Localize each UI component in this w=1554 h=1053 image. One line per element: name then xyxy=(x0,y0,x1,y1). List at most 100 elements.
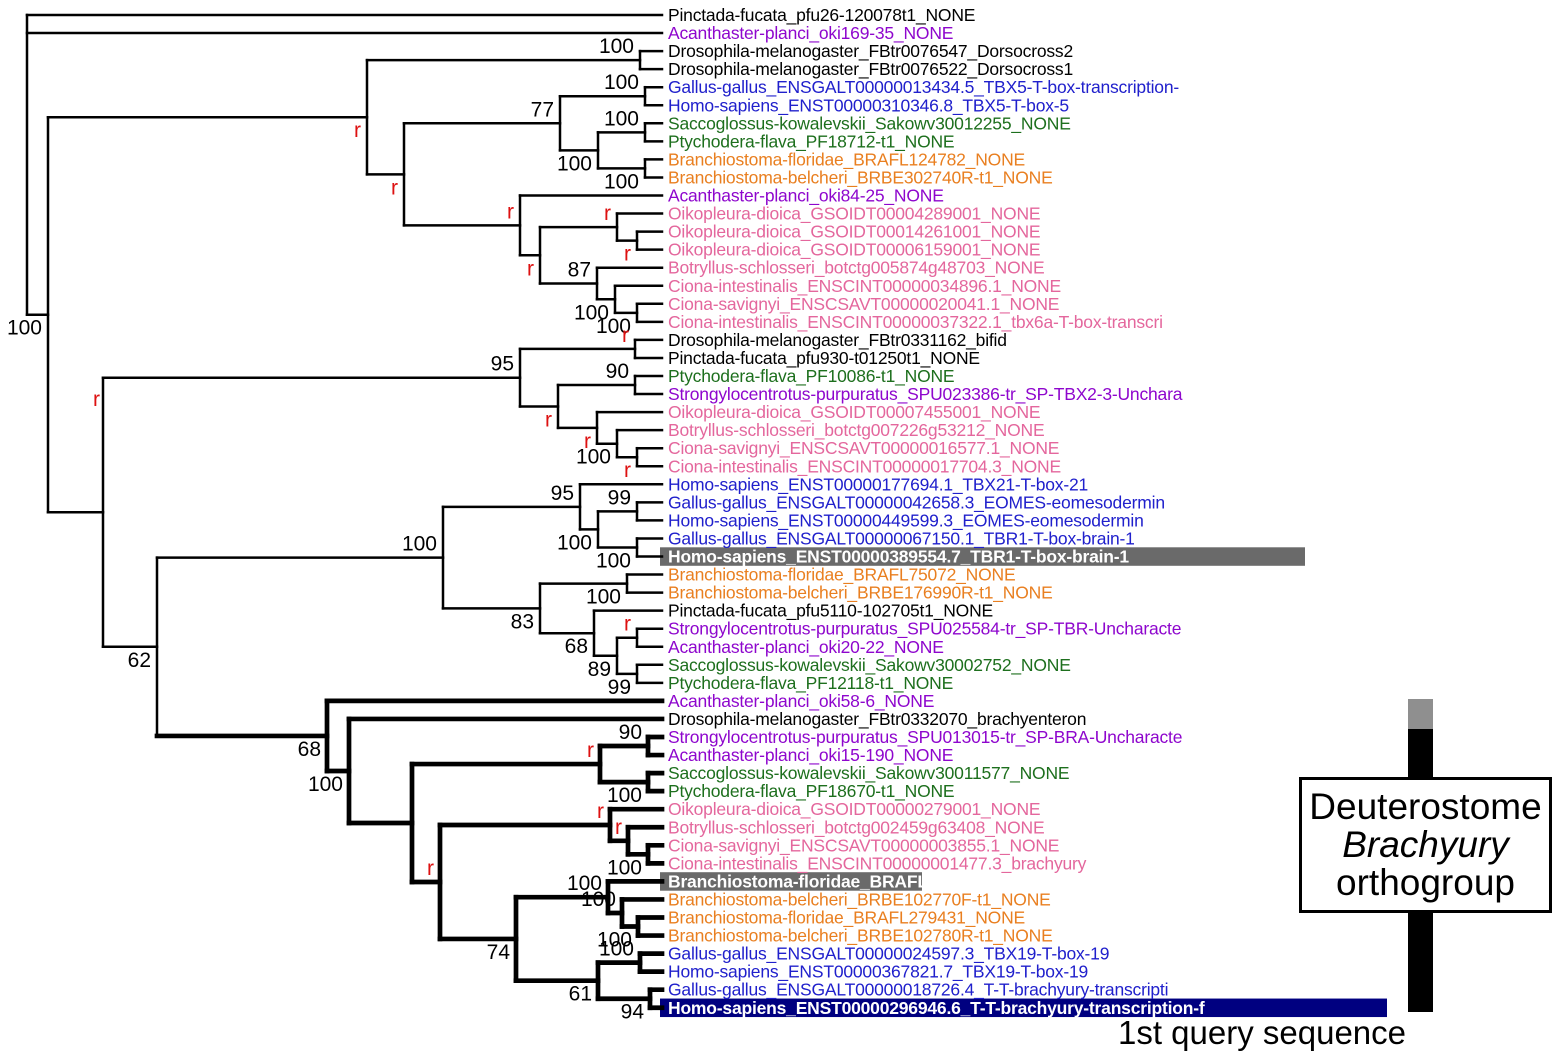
tip-label: Botryllus-schlosseri_botctg007226g53212_… xyxy=(668,420,1044,441)
orthogroup-bar-gray-segment xyxy=(1408,699,1433,729)
tip-label: Ciona-intestinalis_ENSCINT00000037322.1_… xyxy=(668,312,1163,333)
tip-label: Homo-sapiens_ENST00000389554.7_TBR1-T-bo… xyxy=(668,547,1129,567)
unresolved-support-mark: r xyxy=(604,202,611,225)
bootstrap-support-label: 100 xyxy=(607,856,642,879)
tip-label: Ciona-savignyi_ENSCSAVT00000020041.1_NON… xyxy=(668,294,1059,315)
tip-label: Ptychodera-flava_PF12118-t1_NONE xyxy=(668,673,953,694)
tip-label: Pinctada-fucata_pfu26-120078t1_NONE xyxy=(668,5,975,26)
unresolved-support-mark: r xyxy=(354,119,361,142)
tip-label: Acanthaster-planci_oki15-190_NONE xyxy=(668,745,953,766)
tip-label: Gallus-gallus_ENSGALT00000042658.3_EOMES… xyxy=(668,492,1165,513)
tip-label: Branchiostoma-belcheri_BRBE302740R-t1_NO… xyxy=(668,167,1053,188)
tip-label: Ptychodera-flava_PF18670-t1_NONE xyxy=(668,781,954,802)
bootstrap-support-label: 100 xyxy=(402,533,437,556)
bootstrap-support-label: 100 xyxy=(604,71,639,94)
bootstrap-support-label: 100 xyxy=(607,784,642,807)
tip-label: Botryllus-schlosseri_botctg002459g63408_… xyxy=(668,817,1044,838)
unresolved-support-mark: r xyxy=(93,388,100,411)
bootstrap-support-label: 100 xyxy=(586,586,621,609)
tip-label: Gallus-gallus_ENSGALT00000018726.4_T-T-b… xyxy=(668,980,1168,1001)
bootstrap-support-label: 100 xyxy=(576,446,611,469)
tip-label: Homo-sapiens_ENST00000177694.1_TBX21-T-b… xyxy=(668,474,1088,495)
bootstrap-support-label: 95 xyxy=(551,482,574,505)
tip-label: Ptychodera-flava_PF18712-t1_NONE xyxy=(668,131,954,152)
tip-label: Ciona-savignyi_ENSCSAVT00000003855.1_NON… xyxy=(668,835,1059,856)
tip-highlight xyxy=(660,547,1305,566)
unresolved-support-mark: r xyxy=(624,459,631,482)
tip-label: Oikopleura-dioica_GSOIDT00004289001_NONE xyxy=(668,204,1040,225)
unresolved-support-mark: r xyxy=(527,257,534,280)
tip-label: Gallus-gallus_ENSGALT00000013434.5_TBX5-… xyxy=(668,77,1179,98)
bootstrap-support-label: 99 xyxy=(608,486,631,509)
tip-label: Gallus-gallus_ENSGALT00000024597.3_TBX19… xyxy=(668,944,1109,965)
orthogroup-box-line2: Brachyury xyxy=(1342,824,1509,866)
unresolved-support-mark: r xyxy=(391,176,398,199)
tip-label: Strongylocentrotus-purpuratus_SPU023386-… xyxy=(668,384,1183,405)
tip-label: Drosophila-melanogaster_FBtr0332070_brac… xyxy=(668,709,1086,730)
tip-label: Acanthaster-planci_oki84-25_NONE xyxy=(668,186,944,207)
orthogroup-box-line3: orthogroup xyxy=(1336,861,1515,903)
tip-label: Saccoglossus-kowalevskii_Sakowv30011577_… xyxy=(668,763,1069,784)
bootstrap-support-label: 99 xyxy=(608,676,631,699)
tip-label: Acanthaster-planci_oki58-6_NONE xyxy=(668,691,934,712)
orthogroup-annotation-box: Deuterostome Brachyury orthogroup xyxy=(1299,777,1552,913)
bootstrap-support-label: 100 xyxy=(596,315,631,338)
bootstrap-support-label: 100 xyxy=(308,773,343,796)
bootstrap-support-label: 90 xyxy=(606,360,629,383)
tip-label: Pinctada-fucata_pfu930-t01250t1_NONE xyxy=(668,348,980,369)
bootstrap-support-label: 100 xyxy=(557,152,592,175)
tip-label: Ciona-intestinalis_ENSCINT00000001477.3_… xyxy=(668,853,1087,874)
tip-highlight xyxy=(660,998,1387,1018)
unresolved-support-mark: r xyxy=(624,243,631,266)
bootstrap-support-label: 100 xyxy=(574,301,609,324)
tip-label: Pinctada-fucata_pfu5110-102705t1_NONE xyxy=(668,601,993,622)
query-sequence-label: 1st query sequence xyxy=(1117,1014,1407,1051)
tip-label: Drosophila-melanogaster_FBtr0076547_Dors… xyxy=(668,41,1073,62)
bootstrap-support-label: 61 xyxy=(569,983,592,1006)
bootstrap-support-label: 100 xyxy=(599,35,634,58)
tip-label: Branchiostoma-floridae_BRAFL121413_NONE xyxy=(668,871,1044,891)
bootstrap-support-label: 74 xyxy=(487,941,511,964)
branches xyxy=(25,13,665,1011)
bootstrap-support-label: 68 xyxy=(565,635,588,658)
orthogroup-box-line1: Deuterostome xyxy=(1309,786,1542,828)
tip-label: Acanthaster-planci_oki20-22_NONE xyxy=(668,637,944,658)
tip-label: Ciona-savignyi_ENSCSAVT00000016577.1_NON… xyxy=(668,438,1059,459)
tip-label: Oikopleura-dioica_GSOIDT00014261001_NONE xyxy=(668,222,1040,243)
tip-label: Homo-sapiens_ENST00000449599.3_EOMES-eom… xyxy=(668,510,1144,531)
bootstrap-support-label: 100 xyxy=(596,549,631,572)
tip-label: Strongylocentrotus-purpuratus_SPU013015-… xyxy=(668,727,1182,748)
bootstrap-support-label: 90 xyxy=(619,721,642,744)
unresolved-support-mark: r xyxy=(427,857,434,880)
bootstrap-support-label: 95 xyxy=(491,353,514,376)
unresolved-support-mark: r xyxy=(615,816,622,839)
bootstrap-support-label: 100 xyxy=(604,107,639,130)
unresolved-support-mark: r xyxy=(622,324,629,347)
tip-label: Strongylocentrotus-purpuratus_SPU025584-… xyxy=(668,619,1181,640)
unresolved-support-mark: r xyxy=(507,200,514,223)
bootstrap-support-label: 100 xyxy=(557,531,592,554)
unresolved-support-mark: r xyxy=(545,408,552,431)
tip-label: Drosophila-melanogaster_FBtr0076522_Dors… xyxy=(668,59,1073,80)
tip-label: Branchiostoma-belcheri_BRBE102770F-t1_NO… xyxy=(668,889,1051,910)
tip-label: Oikopleura-dioica_GSOIDT00007455001_NONE xyxy=(668,402,1040,423)
bootstrap-support-label: 100 xyxy=(567,872,602,895)
tip-label: Gallus-gallus_ENSGALT00000067150.1_TBR1-… xyxy=(668,528,1135,549)
unresolved-support-mark: r xyxy=(597,800,604,823)
tip-label: Oikopleura-dioica_GSOIDT00006159001_NONE xyxy=(668,240,1040,261)
tip-label: Homo-sapiens_ENST00000367821.7_TBX19-T-b… xyxy=(668,962,1088,983)
tip-label: Saccoglossus-kowalevskii_Sakowv30002752_… xyxy=(668,655,1071,676)
tip-label: Botryllus-schlosseri_botctg005874g48703_… xyxy=(668,258,1044,279)
tip-label: Homo-sapiens_ENST00000296946.6_T-T-brach… xyxy=(668,998,1205,1018)
tip-label: Branchiostoma-floridae_BRAFL124782_NONE xyxy=(668,149,1025,170)
tip-label: Branchiostoma-belcheri_BRBE102780R-t1_NO… xyxy=(668,926,1053,947)
unresolved-support-mark: r xyxy=(584,430,591,453)
labels: 10010010010010077rr10010087rrrrr90r100rr… xyxy=(7,5,1205,1024)
tip-label: Drosophila-melanogaster_FBtr0331162_bifi… xyxy=(668,330,1007,351)
bootstrap-support-label: 89 xyxy=(588,658,611,681)
tip-highlight xyxy=(660,872,922,891)
bootstrap-support-label: 87 xyxy=(568,258,591,281)
bootstrap-support-label: 83 xyxy=(511,610,534,633)
